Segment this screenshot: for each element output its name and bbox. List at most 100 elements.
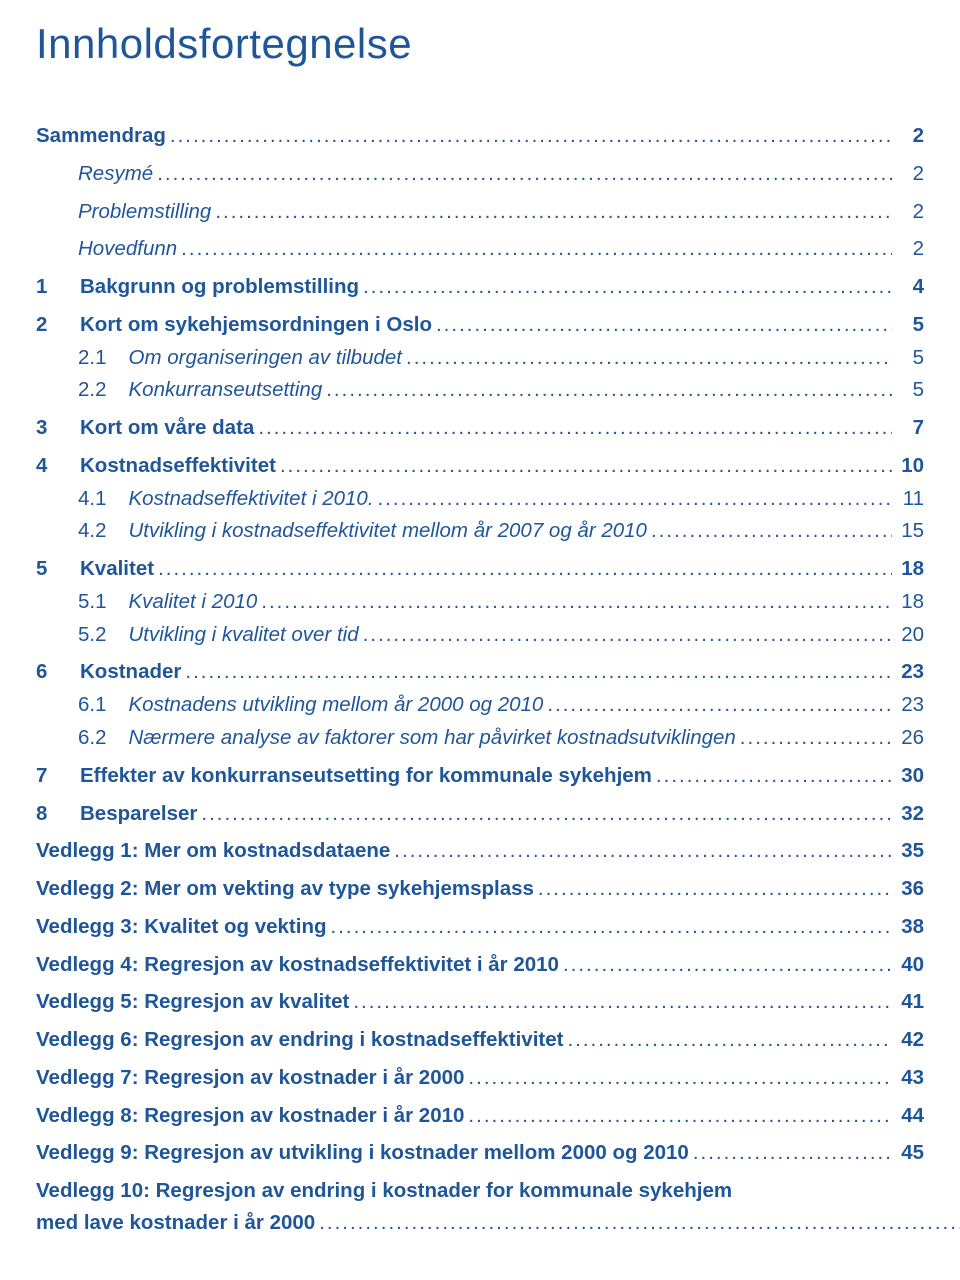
toc-entry[interactable]: Vedlegg 3: Kvalitet og vekting38 [36,911,924,943]
toc-label: Vedlegg 1: Mer om kostnadsdataene [36,835,390,867]
toc-label: Konkurranseutsetting [129,374,323,406]
toc-label: Effekter av konkurranseutsetting for kom… [80,760,652,792]
toc-number: 2.2 [78,374,107,406]
toc-entry[interactable]: 5.2 Utvikling i kvalitet over tid 20 [36,619,924,651]
toc-leader [656,760,892,792]
toc-leader [258,412,892,444]
toc-entry[interactable]: 5.1Kvalitet i 201018 [36,586,924,618]
toc-entry[interactable]: 6.1Kostnadens utvikling mellom år 2000 o… [36,689,924,721]
toc-entry[interactable]: Vedlegg 1: Mer om kostnadsdataene 35 [36,835,924,867]
toc-page: 23 [896,689,924,721]
toc-page: 18 [896,586,924,618]
toc-number: 5.1 [78,586,107,618]
toc-leader [330,911,892,943]
toc-label: Kvalitet [80,553,154,585]
toc-label: Kostnadens utvikling mellom år 2000 og 2… [129,689,544,721]
toc-leader [567,1024,892,1056]
toc-entry[interactable]: 1 Bakgrunn og problemstilling 4 [36,271,924,303]
toc-entry[interactable]: 4 Kostnadseffektivitet 10 [36,450,924,482]
toc-page: 44 [896,1100,924,1132]
toc-number: 6.2 [78,722,107,754]
toc-label: Kort om sykehjemsordningen i Oslo [80,309,432,341]
toc-page: 2 [896,233,924,265]
toc-leader [406,342,892,374]
toc-label: Kostnadseffektivitet [80,450,276,482]
toc-entry[interactable]: Resymé 2 [36,158,924,190]
toc-entry[interactable]: Vedlegg 7: Regresjon av kostnader i år 2… [36,1062,924,1094]
toc-label: Kostnadseffektivitet i 2010. [129,483,374,515]
toc-leader [378,483,892,515]
toc-leader [158,553,892,585]
toc-page: 45 [896,1137,924,1169]
toc-entry[interactable]: 4.1Kostnadseffektivitet i 2010.11 [36,483,924,515]
toc-leader [394,835,892,867]
toc-entry[interactable]: 5 Kvalitet 18 [36,553,924,585]
toc-label: Vedlegg 3: Kvalitet og vekting [36,911,326,943]
toc-label: Bakgrunn og problemstilling [80,271,359,303]
toc-entry[interactable]: 2.1Om organiseringen av tilbudet5 [36,342,924,374]
toc-label: Vedlegg 4: Regresjon av kostnadseffektiv… [36,949,559,981]
toc-page: 2 [896,158,924,190]
toc-page: 4 [896,271,924,303]
toc-number: 5 [36,553,58,585]
toc-leader [547,689,892,721]
toc-page: 10 [896,450,924,482]
toc-entry[interactable]: 8Besparelser32 [36,798,924,830]
toc-entry[interactable]: Vedlegg 6: Regresjon av endring i kostna… [36,1024,924,1056]
toc-entry[interactable]: 2.2Konkurranseutsetting5 [36,374,924,406]
toc-page: 15 [896,515,924,547]
toc-number: 1 [36,271,58,303]
toc-leader [651,515,892,547]
toc-leader [436,309,892,341]
toc-entry[interactable]: 6.2 Nærmere analyse av faktorer som har p… [36,722,924,754]
toc-leader [468,1062,892,1094]
toc-entry[interactable]: 4.2Utvikling i kostnadseffektivitet mell… [36,515,924,547]
toc-page: 30 [896,760,924,792]
toc-label: Resymé [78,158,153,190]
toc-label: med lave kostnader i år 2000 [36,1207,315,1239]
toc-entry[interactable]: Vedlegg 4: Regresjon av kostnadseffektiv… [36,949,924,981]
toc-label: Vedlegg 2: Mer om vekting av type sykehj… [36,873,534,905]
toc-leader [157,158,892,190]
toc-entry[interactable]: Vedlegg 9: Regresjon av utvikling i kost… [36,1137,924,1169]
toc-entry[interactable]: Hovedfunn 2 [36,233,924,265]
toc-label: Hovedfunn [78,233,177,265]
toc-leader [326,374,892,406]
toc-label: Vedlegg 5: Regresjon av kvalitet [36,986,349,1018]
toc-entry[interactable]: Vedlegg 5: Regresjon av kvalitet 41 [36,986,924,1018]
toc-entry[interactable]: Vedlegg 8: Regresjon av kostnader i år 2… [36,1100,924,1132]
toc-label: Utvikling i kostnadseffektivitet mellom … [129,515,647,547]
toc-page: 35 [896,835,924,867]
toc-entry[interactable]: 6Kostnader23 [36,656,924,688]
toc-leader [280,450,892,482]
toc-page: 18 [896,553,924,585]
toc-page: 41 [896,986,924,1018]
toc-page: 40 [896,949,924,981]
toc-leader [181,233,892,265]
toc-entry[interactable]: Problemstilling2 [36,196,924,228]
toc-leader [538,873,892,905]
toc-leader [468,1100,892,1132]
toc-page: 20 [896,619,924,651]
toc-entry[interactable]: 3Kort om våre data7 [36,412,924,444]
toc-number: 4 [36,450,58,482]
toc-page: 36 [896,873,924,905]
toc-entry[interactable]: 7Effekter av konkurranseutsetting for ko… [36,760,924,792]
toc-label: Utvikling i kvalitet over tid [129,619,359,651]
toc-label: Vedlegg 9: Regresjon av utvikling i kost… [36,1137,689,1169]
toc-entry[interactable]: Vedlegg 10: Regresjon av endring i kostn… [36,1175,924,1239]
toc-page: 2 [896,120,924,152]
toc-label: Nærmere analyse av faktorer som har påvi… [129,722,736,754]
toc-leader [170,120,892,152]
toc-page: 26 [896,722,924,754]
toc-leader [363,271,892,303]
toc-entry[interactable]: 2Kort om sykehjemsordningen i Oslo5 [36,309,924,341]
toc-leader [201,798,892,830]
toc-page: 43 [896,1062,924,1094]
toc-label: Vedlegg 10: Regresjon av endring i kostn… [36,1175,924,1207]
toc-entry[interactable]: Sammendrag2 [36,120,924,152]
toc-entry[interactable]: Vedlegg 2: Mer om vekting av type sykehj… [36,873,924,905]
toc-number: 5.2 [78,619,107,651]
toc-leader [363,619,892,651]
page-title: Innholdsfortegnelse [36,20,924,68]
